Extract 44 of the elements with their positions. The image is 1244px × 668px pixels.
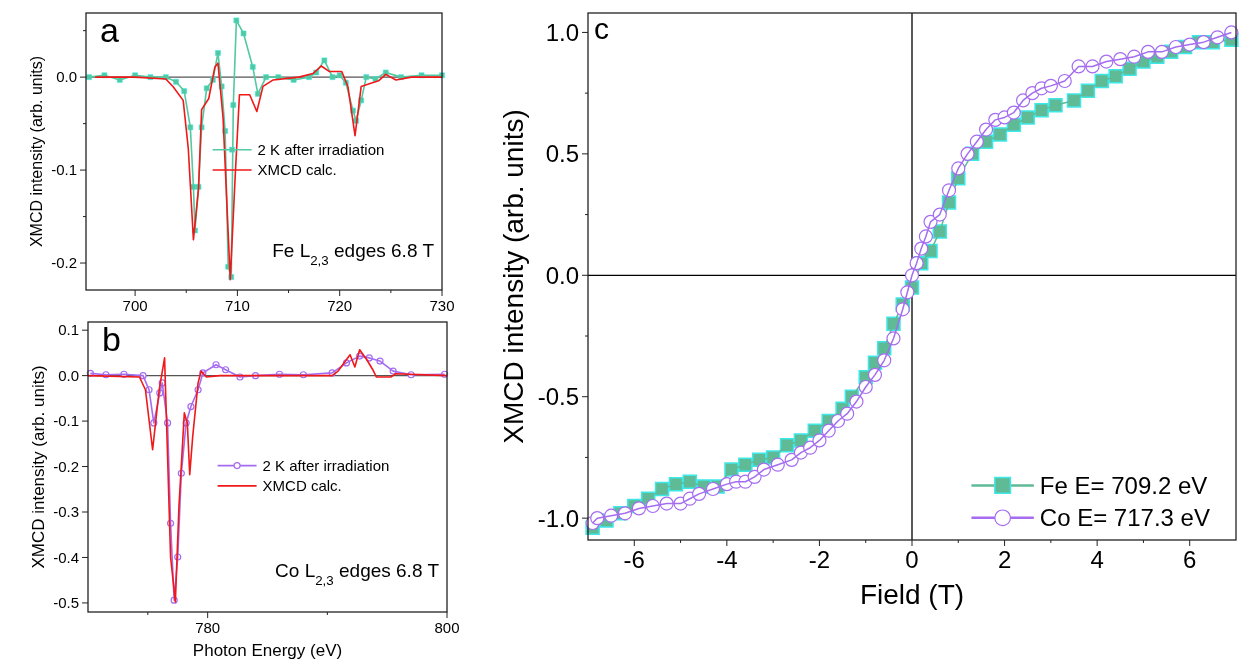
legend-label: 2 K after irradiation [257,140,385,158]
y-tick-label: 0.0 [56,68,77,86]
y-tick-label: -0.1 [51,161,77,179]
x-tick-label: 710 [224,296,250,314]
y-tick-label: 0.0 [545,261,579,289]
y-tick-label: -0.4 [53,548,79,566]
y-tick-label: 0.1 [58,321,79,339]
y-tick-label: -0.2 [51,254,77,272]
y-axis-title: XMCD intensity (arb. units) [27,55,45,248]
x-axis-title: Photon Energy (eV) [192,641,343,660]
y-tick-label: -0.5 [537,383,579,411]
x-tick-label: 0 [905,546,919,574]
x-tick-label: 700 [122,296,148,314]
x-tick-label: -2 [808,546,831,574]
y-tick-label: -0.2 [53,457,79,475]
x-tick-label: 2 [997,546,1012,574]
annotation: Co L$_{2,3}$ edges 6.8 T [275,560,440,588]
annotation: b [102,319,121,358]
y-tick-label: -1.0 [537,504,579,532]
x-tick-label: -6 [623,546,645,574]
legend-label: 2 K after irradiation [262,456,390,474]
y-axis-title: XMCD intensity (arb. units) [497,109,529,444]
annotation: a [100,10,119,49]
x-tick-label: 4 [1090,546,1104,574]
x-tick-label: 780 [195,618,221,636]
y-tick-label: 0.0 [58,366,79,384]
legend-label: XMCD calc. [257,161,337,179]
y-tick-label: 0.5 [545,140,579,168]
y-tick-label: -0.5 [53,594,79,612]
x-tick-label: 730 [429,296,455,314]
annotation: Fe L$_{2,3}$ edges 6.8 T [272,239,435,268]
x-axis-title: Field (T) [859,579,965,610]
x-tick-label: 720 [327,296,353,314]
legend-label: XMCD calc. [262,477,342,495]
y-tick-label: 1.0 [545,18,579,46]
y-axis-title: XMCD intensity (arb. units) [28,365,48,569]
x-tick-label: -4 [716,546,738,574]
legend-label: Co E= 717.3 eV [1039,504,1210,532]
x-tick-label: 6 [1183,546,1197,574]
y-tick-label: -0.3 [53,503,79,521]
y-tick-label: -0.1 [53,412,79,430]
x-tick-label: 800 [434,618,460,636]
legend-label: Fe E= 709.2 eV [1039,471,1208,499]
annotation: c [594,11,609,45]
